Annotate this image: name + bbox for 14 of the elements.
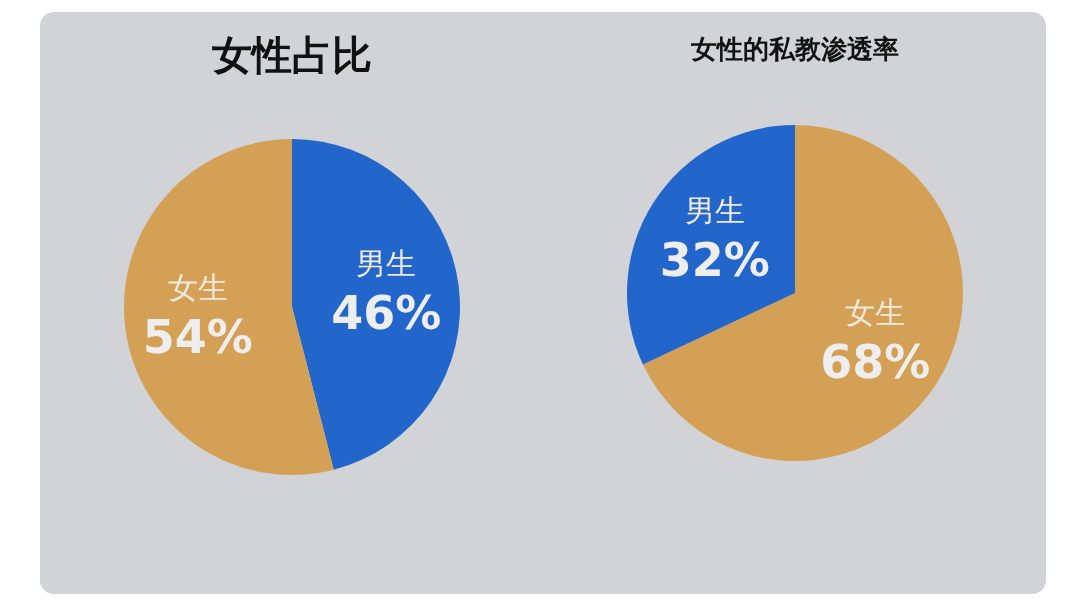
slice-label: 女生: [167, 269, 228, 305]
pie-slice: [626, 125, 795, 365]
chart-title: 女性的私教渗透率: [689, 34, 899, 64]
data-label: 32%: [659, 233, 770, 288]
pie-slice: [642, 125, 963, 461]
slice-label: 男生: [684, 193, 745, 229]
slice-label: 男生: [355, 246, 416, 282]
chart-title: 女性占比: [211, 32, 372, 78]
data-label: 54%: [142, 309, 253, 364]
slice-label: 女生: [844, 294, 905, 330]
pie-slice: [291, 139, 460, 470]
data-label: 46%: [330, 286, 441, 341]
pie-slice: [123, 139, 334, 475]
data-label: 68%: [819, 334, 930, 389]
